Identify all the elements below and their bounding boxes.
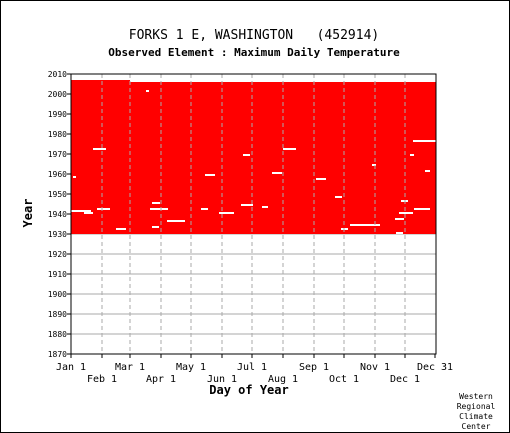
x-tick-label: Aug 1: [268, 374, 298, 385]
y-axis: 1870 1880 1890 1900 1910 1920 1930 1940 1950 1960…: [48, 70, 71, 359]
missing-data-segment: [425, 170, 430, 172]
observed-data-layer: [71, 80, 436, 234]
y-tick-label: 1900: [48, 290, 67, 299]
missing-data-segment: [93, 148, 106, 150]
x-tick-label: Apr 1: [146, 374, 176, 385]
missing-data-segment: [97, 208, 110, 210]
y-tick-label: 2010: [48, 70, 67, 79]
y-tick-label: 1990: [48, 110, 67, 119]
x-tick-label: Jan 1: [56, 362, 86, 373]
missing-data-segment: [73, 176, 76, 178]
missing-data-segment: [205, 174, 215, 176]
missing-data-segment: [152, 202, 160, 204]
missing-data-segment: [167, 220, 185, 222]
missing-data-segment: [219, 212, 234, 214]
missing-data-segment: [272, 172, 282, 174]
x-axis: Jan 1 Mar 1 May 1 Jul 1 Sep 1 Nov 1 Dec 31 Feb …: [56, 354, 453, 385]
credit-line-1: Western: [459, 392, 493, 401]
missing-data-segment: [116, 228, 126, 230]
missing-data-segment: [395, 218, 404, 220]
missing-data-segment: [201, 208, 208, 210]
missing-data-segment: [372, 164, 376, 166]
missing-data-segment: [414, 208, 430, 210]
y-axis-label: Year: [21, 199, 35, 228]
vertical-grid-layer: [101, 74, 406, 354]
chart-subtitle: Observed Element : Maximum Daily Tempera…: [108, 46, 400, 59]
x-tick-label: May 1: [176, 362, 206, 373]
credit-block: Western Regional Climate Center: [457, 392, 496, 431]
y-tick-label: 2000: [48, 90, 67, 99]
missing-data-segment: [150, 208, 168, 210]
x-tick-label: Dec 31: [417, 362, 453, 373]
x-tick-label: Mar 1: [115, 362, 145, 373]
y-tick-label: 1980: [48, 130, 67, 139]
credit-line-4: Center: [462, 422, 491, 431]
observed-data-partial-year: [71, 80, 130, 82]
y-tick-label: 1940: [48, 210, 67, 219]
chart-title: FORKS 1 E, WASHINGTON (452914): [129, 28, 379, 43]
y-tick-label: 1890: [48, 310, 67, 319]
missing-data-segment: [316, 178, 326, 180]
missing-data-segment: [243, 154, 250, 156]
missing-data-segment: [262, 206, 268, 208]
x-tick-label: Jun 1: [207, 374, 237, 385]
x-tick-label: Oct 1: [329, 374, 359, 385]
missing-data-segment: [335, 196, 342, 198]
y-tick-label: 1870: [48, 350, 67, 359]
y-tick-label: 1960: [48, 170, 67, 179]
y-tick-label: 1920: [48, 250, 67, 259]
credit-line-3: Climate: [459, 412, 493, 421]
missing-data-segment: [410, 154, 414, 156]
y-tick-label: 1950: [48, 190, 67, 199]
y-tick-label: 1930: [48, 230, 67, 239]
missing-data-segment: [399, 212, 413, 214]
x-tick-label: Jul 1: [237, 362, 267, 373]
x-axis-label: Day of Year: [209, 383, 288, 397]
y-tick-label: 1880: [48, 330, 67, 339]
missing-data-segment: [413, 140, 436, 142]
observed-data-block: [71, 82, 436, 234]
y-tick-label: 1910: [48, 270, 67, 279]
missing-data-segment: [396, 232, 403, 234]
x-tick-label: Sep 1: [299, 362, 329, 373]
x-tick-label: Nov 1: [360, 362, 390, 373]
x-tick-label: Dec 1: [390, 374, 420, 385]
missing-data-segment: [71, 210, 91, 212]
missing-data-segment: [241, 204, 253, 206]
x-tick-label: Feb 1: [87, 374, 117, 385]
missing-data-segment: [283, 148, 296, 150]
y-tick-label: 1970: [48, 150, 67, 159]
credit-line-2: Regional: [457, 402, 496, 411]
missing-data-segment: [146, 90, 149, 92]
missing-data-segment: [350, 224, 380, 226]
missing-data-segment: [84, 212, 93, 214]
missing-data-segment: [152, 226, 159, 228]
